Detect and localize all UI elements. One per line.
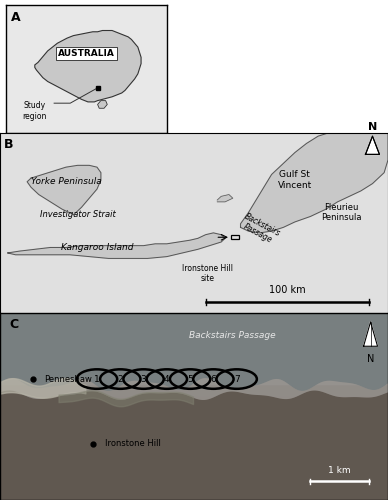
Polygon shape bbox=[241, 132, 388, 233]
Text: 6: 6 bbox=[211, 374, 216, 384]
Text: Gulf St
Vincent: Gulf St Vincent bbox=[278, 170, 312, 190]
Text: Penneshaw: Penneshaw bbox=[45, 374, 92, 384]
Text: 1: 1 bbox=[94, 374, 100, 384]
Text: B: B bbox=[4, 138, 13, 151]
Text: Backstairs Passage: Backstairs Passage bbox=[189, 330, 276, 340]
Polygon shape bbox=[217, 194, 233, 202]
Text: Investigator Strait: Investigator Strait bbox=[40, 210, 116, 219]
Text: Backstairs
Passage: Backstairs Passage bbox=[238, 212, 282, 247]
Text: 2: 2 bbox=[118, 374, 123, 384]
Text: 5: 5 bbox=[187, 374, 193, 384]
Text: 4: 4 bbox=[164, 374, 170, 384]
Polygon shape bbox=[35, 30, 141, 102]
Text: C: C bbox=[10, 318, 19, 331]
Text: AUSTRALIA: AUSTRALIA bbox=[58, 49, 115, 58]
Text: Ironstone Hill: Ironstone Hill bbox=[105, 440, 161, 448]
Polygon shape bbox=[371, 322, 378, 346]
Text: Yorke Peninsula: Yorke Peninsula bbox=[31, 178, 101, 186]
Text: N: N bbox=[368, 122, 377, 132]
Text: 3: 3 bbox=[141, 374, 146, 384]
Polygon shape bbox=[98, 100, 107, 108]
Polygon shape bbox=[372, 136, 379, 154]
Text: Study
region: Study region bbox=[23, 101, 47, 120]
Text: Fleurieu
Peninsula: Fleurieu Peninsula bbox=[321, 203, 362, 222]
Polygon shape bbox=[8, 233, 225, 258]
Polygon shape bbox=[27, 166, 101, 214]
Polygon shape bbox=[364, 322, 371, 346]
Text: Ironstone Hill
site: Ironstone Hill site bbox=[182, 264, 233, 283]
Text: N: N bbox=[367, 354, 374, 364]
Polygon shape bbox=[365, 136, 372, 154]
Text: 100 km: 100 km bbox=[269, 285, 305, 295]
Text: 1 km: 1 km bbox=[328, 466, 351, 474]
Text: Kangaroo Island: Kangaroo Island bbox=[61, 243, 133, 252]
Bar bbox=[231, 235, 239, 240]
Text: 7: 7 bbox=[234, 374, 239, 384]
Text: A: A bbox=[10, 12, 20, 24]
